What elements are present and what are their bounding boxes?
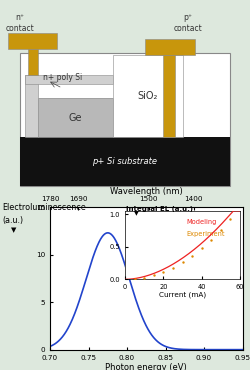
- Point: [161, 269, 165, 275]
- Point: [200, 245, 204, 251]
- Text: n+ poly Si: n+ poly Si: [43, 73, 82, 82]
- Text: SiO₂: SiO₂: [137, 91, 158, 101]
- Text: (a.u.): (a.u.): [2, 216, 24, 225]
- Text: Experiment: Experiment: [186, 231, 225, 237]
- FancyBboxPatch shape: [112, 55, 182, 137]
- FancyBboxPatch shape: [25, 74, 112, 84]
- FancyBboxPatch shape: [25, 74, 38, 137]
- X-axis label: Current (mA): Current (mA): [159, 292, 206, 298]
- Point: [228, 216, 232, 222]
- Text: Modeling: Modeling: [186, 219, 217, 225]
- Text: n⁺: n⁺: [16, 13, 24, 22]
- FancyBboxPatch shape: [162, 55, 175, 137]
- Text: ▼: ▼: [134, 211, 138, 216]
- Text: p⁺: p⁺: [183, 13, 192, 22]
- FancyBboxPatch shape: [20, 137, 230, 186]
- X-axis label: Wavelength (nm): Wavelength (nm): [110, 186, 182, 196]
- Text: p+ Si substrate: p+ Si substrate: [92, 157, 158, 166]
- Point: [209, 236, 213, 242]
- Text: contact: contact: [173, 24, 202, 33]
- Point: [132, 276, 136, 282]
- Point: [171, 265, 175, 271]
- FancyBboxPatch shape: [28, 49, 38, 74]
- FancyBboxPatch shape: [20, 53, 230, 186]
- FancyBboxPatch shape: [145, 39, 195, 55]
- Point: [190, 253, 194, 259]
- FancyBboxPatch shape: [38, 98, 113, 137]
- Point: [219, 227, 223, 233]
- Text: Electroluminescence: Electroluminescence: [2, 203, 86, 212]
- Point: [180, 259, 184, 265]
- Text: Integral EL (a.u.): Integral EL (a.u.): [126, 206, 193, 212]
- FancyBboxPatch shape: [8, 33, 58, 49]
- Text: contact: contact: [6, 24, 34, 33]
- Text: ▼: ▼: [11, 227, 16, 233]
- X-axis label: Photon energy (eV): Photon energy (eV): [106, 363, 187, 370]
- Text: Ge: Ge: [68, 112, 82, 123]
- Point: [142, 275, 146, 280]
- Point: [152, 272, 156, 278]
